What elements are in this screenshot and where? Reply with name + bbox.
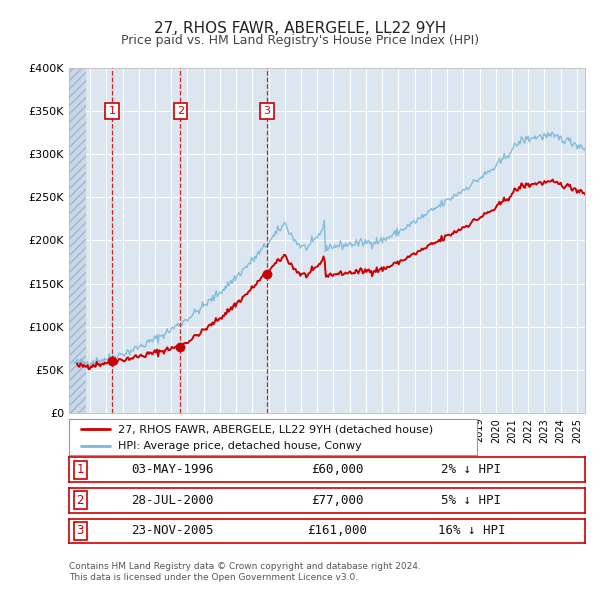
Text: This data is licensed under the Open Government Licence v3.0.: This data is licensed under the Open Gov… xyxy=(69,573,358,582)
Bar xyxy=(69,68,86,413)
Text: 28-JUL-2000: 28-JUL-2000 xyxy=(131,494,214,507)
Text: £161,000: £161,000 xyxy=(307,525,367,537)
Text: 3: 3 xyxy=(77,525,84,537)
Text: HPI: Average price, detached house, Conwy: HPI: Average price, detached house, Conw… xyxy=(118,441,362,451)
Text: 1: 1 xyxy=(109,106,115,116)
Text: 2: 2 xyxy=(77,494,84,507)
Text: 2: 2 xyxy=(177,106,184,116)
Text: 1: 1 xyxy=(77,463,84,476)
Text: £77,000: £77,000 xyxy=(311,494,364,507)
Text: £60,000: £60,000 xyxy=(311,463,364,476)
Text: 27, RHOS FAWR, ABERGELE, LL22 9YH (detached house): 27, RHOS FAWR, ABERGELE, LL22 9YH (detac… xyxy=(118,424,433,434)
Text: 2% ↓ HPI: 2% ↓ HPI xyxy=(442,463,502,476)
Text: Price paid vs. HM Land Registry's House Price Index (HPI): Price paid vs. HM Land Registry's House … xyxy=(121,34,479,47)
Text: 16% ↓ HPI: 16% ↓ HPI xyxy=(438,525,505,537)
Text: 03-MAY-1996: 03-MAY-1996 xyxy=(131,463,214,476)
Text: 27, RHOS FAWR, ABERGELE, LL22 9YH: 27, RHOS FAWR, ABERGELE, LL22 9YH xyxy=(154,21,446,35)
Text: 23-NOV-2005: 23-NOV-2005 xyxy=(131,525,214,537)
Text: 5% ↓ HPI: 5% ↓ HPI xyxy=(442,494,502,507)
Text: 3: 3 xyxy=(263,106,271,116)
Text: Contains HM Land Registry data © Crown copyright and database right 2024.: Contains HM Land Registry data © Crown c… xyxy=(69,562,421,571)
